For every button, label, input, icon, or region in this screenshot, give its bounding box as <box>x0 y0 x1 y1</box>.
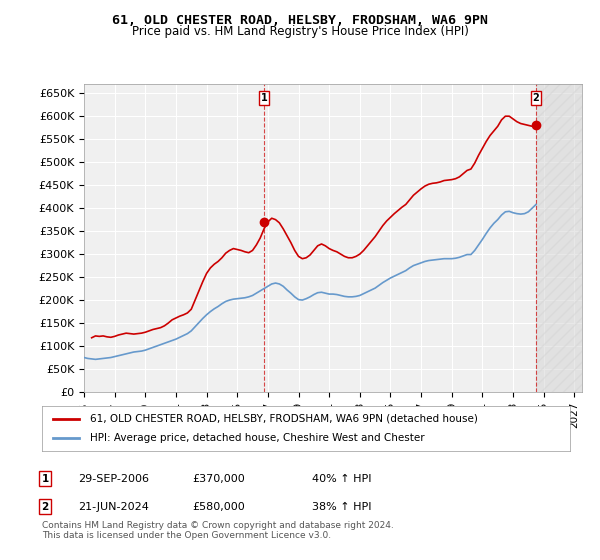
Text: Contains HM Land Registry data © Crown copyright and database right 2024.
This d: Contains HM Land Registry data © Crown c… <box>42 521 394 540</box>
Text: 1: 1 <box>260 93 268 103</box>
Text: 61, OLD CHESTER ROAD, HELSBY, FRODSHAM, WA6 9PN: 61, OLD CHESTER ROAD, HELSBY, FRODSHAM, … <box>112 14 488 27</box>
Text: £580,000: £580,000 <box>192 502 245 512</box>
Text: 61, OLD CHESTER ROAD, HELSBY, FRODSHAM, WA6 9PN (detached house): 61, OLD CHESTER ROAD, HELSBY, FRODSHAM, … <box>89 413 478 423</box>
Text: 38% ↑ HPI: 38% ↑ HPI <box>312 502 371 512</box>
Text: Price paid vs. HM Land Registry's House Price Index (HPI): Price paid vs. HM Land Registry's House … <box>131 25 469 38</box>
Text: 40% ↑ HPI: 40% ↑ HPI <box>312 474 371 484</box>
Text: £370,000: £370,000 <box>192 474 245 484</box>
Text: 21-JUN-2024: 21-JUN-2024 <box>78 502 149 512</box>
Text: 2: 2 <box>533 93 539 103</box>
Text: HPI: Average price, detached house, Cheshire West and Chester: HPI: Average price, detached house, Ches… <box>89 433 424 444</box>
Text: 2: 2 <box>41 502 49 512</box>
Text: 29-SEP-2006: 29-SEP-2006 <box>78 474 149 484</box>
Text: 1: 1 <box>41 474 49 484</box>
Bar <box>536 84 582 392</box>
